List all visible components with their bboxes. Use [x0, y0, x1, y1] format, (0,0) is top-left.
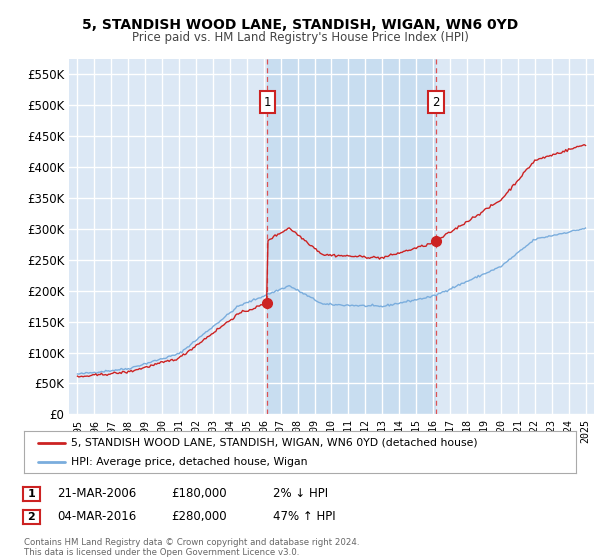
- Text: £180,000: £180,000: [171, 487, 227, 501]
- Text: 1: 1: [264, 96, 271, 109]
- Text: £280,000: £280,000: [171, 510, 227, 524]
- Text: 2: 2: [28, 512, 35, 522]
- Bar: [268, 59, 436, 414]
- Text: Contains HM Land Registry data © Crown copyright and database right 2024.
This d: Contains HM Land Registry data © Crown c…: [24, 538, 359, 557]
- Text: 47% ↑ HPI: 47% ↑ HPI: [273, 510, 335, 524]
- Text: 2% ↓ HPI: 2% ↓ HPI: [273, 487, 328, 501]
- Text: 5, STANDISH WOOD LANE, STANDISH, WIGAN, WN6 0YD (detached house): 5, STANDISH WOOD LANE, STANDISH, WIGAN, …: [71, 437, 478, 447]
- Text: 5, STANDISH WOOD LANE, STANDISH, WIGAN, WN6 0YD: 5, STANDISH WOOD LANE, STANDISH, WIGAN, …: [82, 18, 518, 32]
- Text: 04-MAR-2016: 04-MAR-2016: [57, 510, 136, 524]
- Text: 2: 2: [432, 96, 440, 109]
- Text: 21-MAR-2006: 21-MAR-2006: [57, 487, 136, 501]
- Text: Price paid vs. HM Land Registry's House Price Index (HPI): Price paid vs. HM Land Registry's House …: [131, 31, 469, 44]
- Text: 1: 1: [28, 489, 35, 499]
- Text: HPI: Average price, detached house, Wigan: HPI: Average price, detached house, Wiga…: [71, 457, 307, 467]
